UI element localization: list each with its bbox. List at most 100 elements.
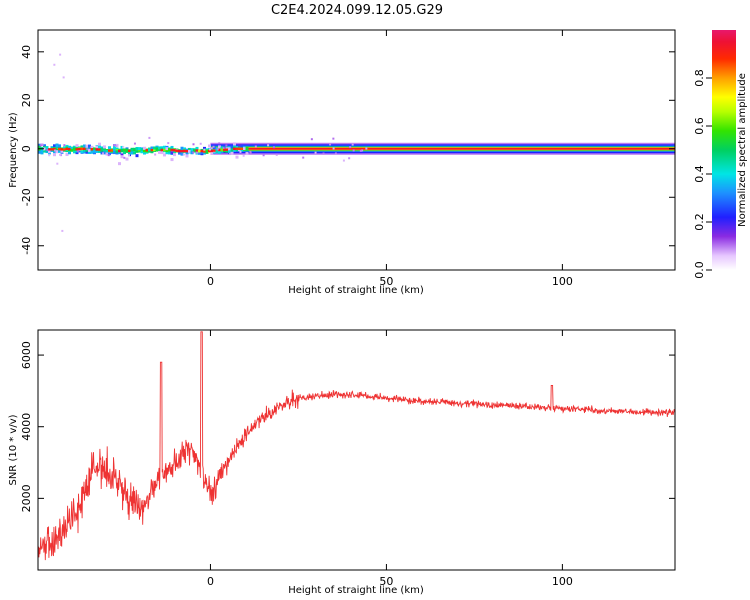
noise-pixel [208,144,211,148]
noise-pixel [78,147,82,151]
noise-pixel [83,150,86,154]
noise-pixel [138,147,141,151]
noise-pixel [130,148,134,152]
noise-pixel [45,146,49,150]
colorbar-tick-label: 0.8 [693,69,706,87]
noise-pixel [254,145,257,148]
noise-pixel [182,153,185,156]
noise-pixel [155,148,159,152]
noise-pixel [332,137,335,140]
noise-pixel [63,144,66,147]
figure-title: C2E4.2024.099.12.05.G29 [271,3,443,18]
noise-pixel [218,149,221,153]
colorbar: 0.0 0.2 0.4 0.6 0.8 Normalized spectral ampl… [693,30,748,279]
noise-pixel [200,151,204,155]
noise-pixel [68,147,72,151]
noise-pixel [53,63,56,66]
snr-ylabel: SNR (10 * v/v) [8,414,19,485]
noise-pixel [113,147,116,151]
noise-pixel [185,154,189,158]
noise-pixel [185,151,189,155]
noise-pixel [218,142,221,145]
noise-pixel [351,143,354,146]
noise-pixel [163,145,166,149]
snr-panel: 0 50 100 2000 4000 6000 Height of straight li… [8,329,676,596]
noise-pixel [216,148,219,151]
noise-pixel [348,157,351,160]
noise-pixel [58,144,61,148]
y-tick-label: -20 [20,188,33,206]
noise-pixel [163,153,166,157]
noise-pixel [120,153,124,157]
noise-pixel [183,147,186,151]
noise-pixel [59,153,62,156]
noise-pixel [108,147,111,151]
x-tick-label: 50 [379,275,393,288]
noise-pixel [233,142,236,146]
noise-pixel [58,147,62,151]
noise-pixel [213,149,217,152]
noise-pixel [220,146,224,150]
noise-pixel [115,150,119,154]
y-tick-label: -40 [20,237,33,255]
noise-pixel [56,162,59,165]
noise-pixel [222,146,225,149]
noise-pixel [115,145,118,148]
y-tick-label: 2000 [20,484,33,512]
noise-pixel [205,150,209,154]
noise-pixel [118,151,121,155]
noise-pixel [103,151,106,155]
noise-pixel [359,149,362,152]
noise-pixel [262,154,265,157]
noise-pixel [130,151,134,155]
noise-pixel [210,147,213,150]
y-tick-label: 0 [20,145,33,152]
noise-pixel [83,147,87,151]
noise-pixel [235,155,239,159]
noise-pixel [108,152,111,156]
noise-pixel [243,147,246,151]
x-tick-label: 50 [379,575,393,588]
noise-pixel [113,144,116,147]
noise-pixel [62,76,65,79]
noise-pixel [165,149,169,153]
noise-pixel [38,143,41,147]
noise-pixel [100,151,104,155]
noise-pixel [314,151,317,154]
noise-pixel [88,148,91,152]
noise-pixel [163,148,166,152]
noise-pixel [190,148,194,152]
snr-plot-area [38,331,675,561]
noise-pixel [210,149,215,153]
noise-pixel [220,148,224,152]
noise-pixel [118,162,121,166]
noise-pixel [85,144,89,148]
noise-pixel [40,149,44,153]
noise-pixel [70,148,74,152]
noise-pixel [148,148,151,152]
snr-xlabel: Height of straight line (km) [288,585,424,596]
noise-pixel [75,148,80,151]
noise-pixel [120,155,124,159]
y-tick-label: 20 [20,93,33,107]
noise-pixel [225,144,228,147]
noise-pixel [122,146,125,149]
noise-pixel [212,145,215,148]
noise-pixel [43,149,46,153]
noise-pixel [170,148,175,152]
noise-pixel [332,147,335,150]
noise-pixel [275,153,278,156]
noise-pixel [53,153,56,157]
x-tick-label: 100 [552,275,573,288]
noise-pixel [198,149,201,153]
noise-pixel [155,145,159,149]
noise-pixel [361,149,364,152]
noise-pixel [43,144,46,148]
noise-pixel [267,144,270,147]
noise-pixel [173,150,176,154]
noise-pixel [249,150,252,153]
noise-pixel [93,149,96,153]
noise-pixel [178,151,181,155]
noise-pixel [78,149,81,153]
